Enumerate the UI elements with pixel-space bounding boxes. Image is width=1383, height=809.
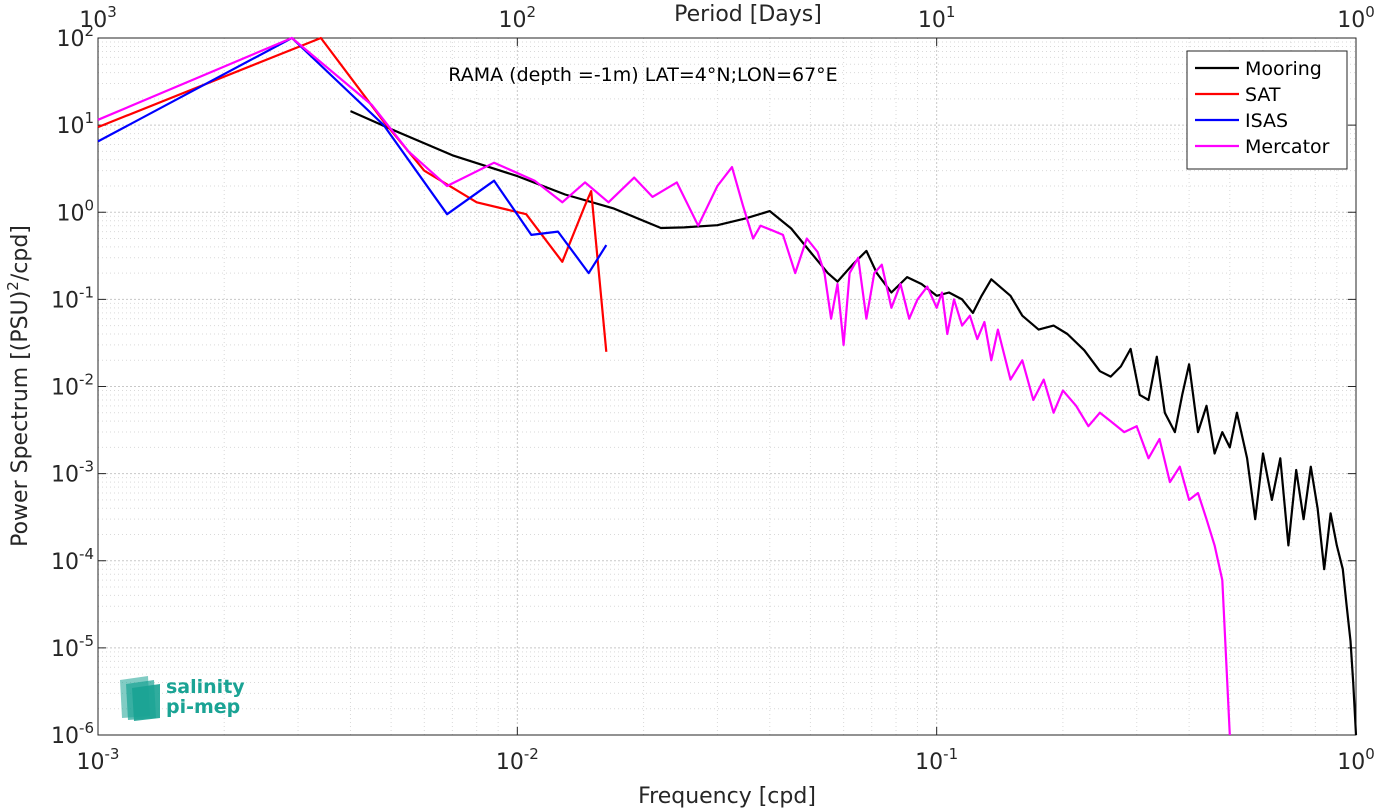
x-tick-label: 10-3 [77,745,120,775]
salinity-pi-mep-logo: salinity pi-mep [120,676,245,721]
y-tick-label: 101 [56,109,94,139]
y-tick-label: 10-6 [51,719,94,749]
series-line-mooring [350,110,1358,736]
series-lines [97,36,1358,736]
grid [97,37,1357,736]
legend: Mooring SAT ISAS Mercator [1186,50,1348,170]
legend-label-sat: SAT [1245,84,1281,106]
y-axis-label: Power Spectrum [(PSU)2/cpd] [4,225,33,547]
top-tick-label: 103 [79,3,117,33]
logo-text-pi-mep: pi-mep [166,696,240,718]
series-line-isas [97,36,608,275]
y-tick-label: 102 [56,22,94,52]
y-tick-label: 100 [56,196,94,226]
x-axis-label: Frequency [cpd] [638,784,816,809]
logo-text-salinity: salinity [166,676,245,698]
y-tick-label: 10-3 [51,458,94,488]
legend-label-mercator: Mercator [1245,136,1330,158]
series-line-sat [97,36,608,352]
y-tick-label: 10-2 [51,371,94,401]
top-tick-label: 100 [1337,3,1375,33]
y-tick-label: 10-5 [51,632,94,662]
x-tick-label: 10-1 [915,745,958,775]
chart-title: RAMA (depth =-1m) LAT=4°N;LON=67°E [448,64,837,86]
x-tick-label: 10-2 [496,745,539,775]
legend-box [1186,50,1348,170]
top-axis-label: Period [Days] [674,2,822,27]
top-tick-label: 102 [499,3,537,33]
top-tick-label: 101 [918,3,956,33]
series-line-mercator [97,36,1231,736]
legend-label-mooring: Mooring [1245,58,1322,80]
x-tick-label: 100 [1337,745,1375,775]
y-tick-label: 10-4 [51,545,94,575]
y-tick-label: 10-1 [51,283,94,313]
legend-label-isas: ISAS [1245,110,1288,132]
